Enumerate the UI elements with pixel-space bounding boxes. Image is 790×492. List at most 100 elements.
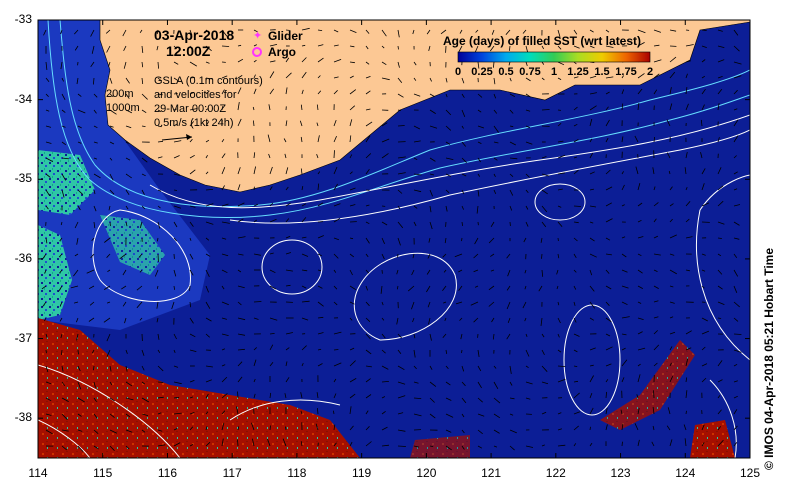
- velocity-vector: [141, 61, 144, 68]
- velocity-vector: [477, 365, 482, 372]
- contour-south-3: [229, 399, 341, 421]
- velocity-vector: [300, 168, 303, 175]
- argo-marker: [252, 47, 262, 57]
- velocity-vector: [61, 349, 63, 355]
- velocity-vector: [621, 423, 624, 431]
- velocity-vector: [541, 365, 548, 372]
- velocity-vector: [301, 300, 310, 303]
- velocity-vector: [285, 347, 290, 351]
- velocity-vector: [589, 375, 594, 383]
- velocity-vector: [470, 301, 479, 306]
- velocity-vector: [525, 365, 529, 369]
- velocity-vector: [333, 135, 337, 143]
- velocity-vector: [701, 377, 707, 383]
- velocity-vector: [717, 76, 723, 79]
- velocity-vector: [589, 442, 593, 447]
- velocity-vector: [333, 285, 338, 290]
- velocity-vector: [316, 392, 319, 399]
- velocity-vector: [285, 87, 288, 95]
- velocity-vector: [285, 252, 292, 255]
- velocity-vector: [493, 413, 501, 419]
- velocity-vector: [717, 301, 725, 305]
- velocity-vector: [493, 189, 497, 194]
- velocity-vector: [156, 29, 159, 35]
- velocity-vector: [205, 393, 209, 399]
- velocity-vector: [173, 349, 176, 353]
- velocity-vector: [541, 253, 543, 259]
- velocity-vector: [397, 221, 404, 229]
- velocity-vector: [381, 61, 387, 66]
- velocity-vector: [267, 438, 271, 447]
- velocity-vector: [205, 237, 210, 241]
- colorbar-tick-label: 1: [550, 66, 558, 78]
- contour-east: [696, 174, 750, 361]
- velocity-vector: [605, 76, 614, 79]
- velocity-vector: [653, 89, 658, 95]
- velocity-vector: [237, 439, 239, 447]
- velocity-vector: [525, 381, 533, 385]
- velocity-vector: [299, 120, 303, 127]
- velocity-vector: [413, 445, 420, 448]
- velocity-vector: [412, 29, 415, 35]
- velocity-vector: [301, 269, 308, 272]
- velocity-vector: [189, 61, 198, 67]
- velocity-vector: [381, 301, 384, 306]
- velocity-vector: [189, 396, 194, 399]
- velocity-vector: [125, 173, 132, 179]
- velocity-vector: [685, 330, 692, 335]
- velocity-vector: [317, 183, 320, 191]
- velocity-vector: [397, 381, 406, 385]
- velocity-vector: [45, 141, 52, 144]
- velocity-vector: [109, 109, 117, 115]
- velocity-vector: [397, 125, 405, 127]
- velocity-vector: [573, 29, 578, 35]
- velocity-vector: [685, 410, 687, 415]
- velocity-vector: [300, 392, 303, 399]
- colorbar-tick-label: 2: [646, 66, 654, 78]
- velocity-vector: [427, 253, 431, 259]
- velocity-vector: [476, 205, 479, 214]
- velocity-vector: [205, 45, 212, 52]
- velocity-vector: [381, 221, 388, 226]
- velocity-vector: [541, 45, 545, 50]
- velocity-vector: [445, 429, 452, 433]
- velocity-vector: [253, 120, 255, 127]
- velocity-vector: [621, 316, 630, 319]
- velocity-vector: [573, 349, 578, 353]
- velocity-vector: [282, 438, 287, 447]
- velocity-vector: [509, 173, 514, 177]
- velocity-vector: [108, 205, 111, 211]
- velocity-vector: [573, 123, 578, 127]
- velocity-vector: [90, 29, 95, 37]
- velocity-vector: [45, 205, 49, 210]
- velocity-vector: [77, 109, 86, 114]
- velocity-vector: [701, 424, 705, 431]
- isobath-200m: [59, 20, 750, 208]
- velocity-vector: [413, 157, 418, 161]
- velocity-vector: [349, 253, 355, 258]
- velocity-vector: [733, 135, 739, 143]
- velocity-vector: [141, 173, 146, 177]
- velocity-vector: [333, 44, 339, 47]
- velocity-vector: [413, 333, 416, 339]
- velocity-vector: [205, 189, 214, 191]
- velocity-vector: [301, 253, 309, 257]
- velocity-vector: [141, 381, 145, 385]
- velocity-vector: [411, 269, 415, 276]
- velocity-vector: [380, 285, 383, 294]
- velocity-vector: [173, 45, 177, 50]
- velocity-vector: [666, 425, 671, 431]
- velocity-vector: [221, 106, 224, 111]
- velocity-vector: [733, 171, 738, 175]
- velocity-vector: [397, 172, 406, 175]
- velocity-vector: [556, 269, 559, 275]
- velocity-vector: [77, 189, 84, 195]
- velocity-vector: [189, 108, 198, 111]
- velocity-vector: [59, 317, 63, 322]
- velocity-vector: [381, 381, 389, 383]
- velocity-vector: [45, 93, 49, 97]
- velocity-vector: [407, 285, 415, 292]
- velocity-vector: [221, 364, 226, 367]
- velocity-vector: [477, 125, 485, 129]
- velocity-vector: [237, 167, 241, 175]
